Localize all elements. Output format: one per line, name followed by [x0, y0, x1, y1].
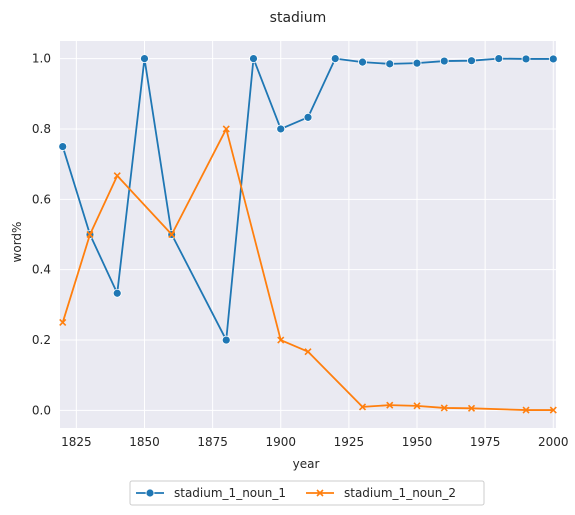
- legend: stadium_1_noun_1 stadium_1_noun_2: [129, 480, 485, 506]
- data-point: [168, 230, 176, 239]
- data-point: [304, 348, 312, 356]
- data-point: [522, 406, 530, 414]
- data-point: [113, 172, 121, 180]
- data-point: [140, 54, 149, 63]
- data-point-stroke-b: [304, 348, 312, 356]
- x-axis-label: year: [293, 457, 320, 471]
- series-line: [61, 128, 554, 411]
- data-point: [549, 406, 557, 414]
- data-point: [58, 142, 68, 151]
- series-2: [59, 125, 557, 414]
- data-point: [277, 336, 285, 344]
- data-point: [330, 54, 340, 63]
- data-point: [439, 56, 449, 66]
- data-point: [494, 54, 504, 63]
- y-tick-label: 0.8: [32, 122, 51, 136]
- plot-background: [60, 41, 556, 428]
- y-axis-label: word%: [10, 222, 24, 263]
- data-point-stroke-b: [222, 125, 230, 133]
- y-tick-label: 1.0: [32, 52, 51, 66]
- data-point: [221, 335, 231, 345]
- data-point: [86, 230, 94, 239]
- data-point-stroke-b: [413, 402, 421, 410]
- legend-marker: [316, 489, 324, 497]
- y-tick-label: 0.2: [32, 333, 51, 347]
- y-axis-ticks: 0.0 0.2 0.4 0.6 0.8 1.0: [32, 52, 51, 418]
- chart-title: stadium: [270, 10, 327, 26]
- x-tick-label: 2000: [538, 435, 569, 449]
- data-point: [521, 54, 531, 64]
- data-point: [413, 402, 421, 410]
- data-point-stroke-b: [467, 404, 476, 412]
- legend-label: stadium_1_noun_2: [344, 486, 456, 500]
- data-point: [249, 54, 258, 63]
- series-layer: [58, 54, 558, 414]
- data-point: [467, 56, 476, 66]
- data-point: [358, 57, 367, 67]
- data-point-stroke-b: [549, 406, 557, 414]
- data-point: [440, 404, 448, 412]
- x-tick-label: 1900: [265, 435, 296, 449]
- x-tick-label: 1925: [334, 435, 365, 449]
- data-point: [112, 288, 122, 298]
- x-tick-label: 1950: [402, 435, 433, 449]
- data-point-stroke-b: [522, 406, 530, 414]
- data-point-stroke-b: [386, 401, 394, 409]
- data-point: [358, 403, 367, 411]
- legend-label: stadium_1_noun_1: [174, 486, 286, 500]
- y-tick-label: 0.0: [32, 403, 51, 417]
- data-point-stroke-b: [59, 318, 67, 327]
- data-point: [385, 59, 395, 69]
- x-tick-label: 1975: [470, 435, 501, 449]
- data-point-stroke-b: [277, 336, 285, 344]
- x-tick-label: 1825: [61, 435, 92, 449]
- legend-marker-stroke-b: [316, 489, 324, 497]
- data-point: [222, 125, 230, 133]
- data-point-stroke-b: [440, 404, 448, 412]
- y-tick-label: 0.6: [32, 192, 51, 206]
- data-point: [412, 58, 422, 68]
- data-point-stroke-b: [113, 172, 121, 180]
- x-tick-label: 1850: [129, 435, 160, 449]
- data-point-stroke-b: [168, 230, 176, 239]
- data-point: [467, 404, 476, 412]
- y-tick-label: 0.4: [32, 263, 51, 277]
- data-point: [303, 112, 313, 122]
- x-axis-ticks: 1825 1850 1875 1900 1925 1950 1975 2000: [61, 435, 568, 449]
- data-point: [548, 54, 558, 64]
- x-tick-label: 1875: [197, 435, 228, 449]
- data-point-stroke-b: [86, 230, 94, 239]
- series-1: [58, 54, 558, 345]
- series-line: [61, 57, 554, 341]
- legend-marker: [145, 488, 155, 498]
- data-point: [59, 318, 67, 327]
- data-point: [386, 401, 394, 409]
- data-point-stroke-b: [358, 403, 367, 411]
- data-point: [276, 124, 286, 134]
